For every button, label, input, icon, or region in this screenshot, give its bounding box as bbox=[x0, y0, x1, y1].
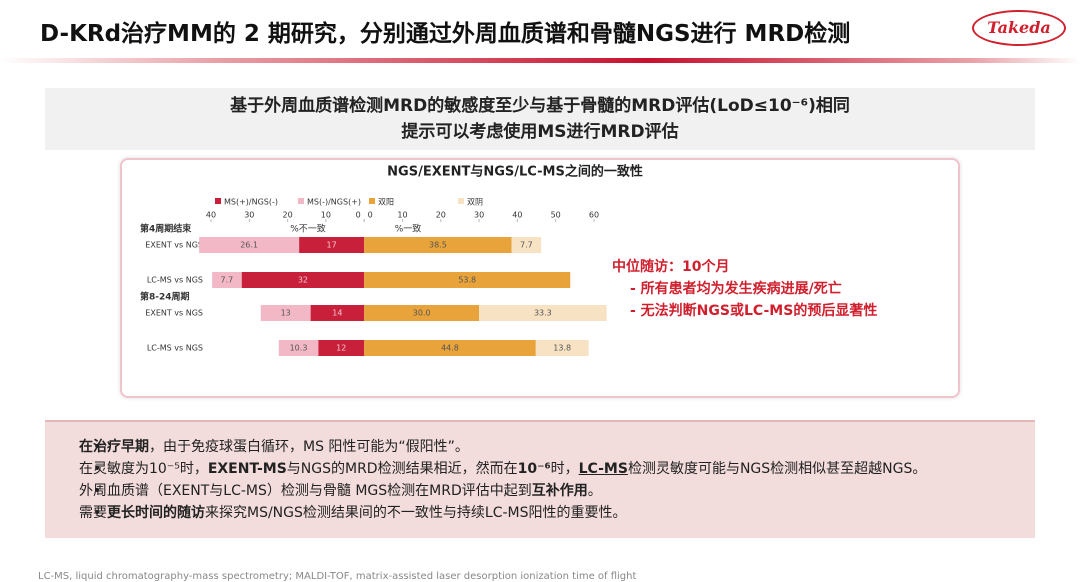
x-tick-label: 10 bbox=[321, 211, 331, 220]
bar-segment bbox=[310, 305, 365, 321]
legend-label: MS(+)/NGS(-) bbox=[224, 198, 278, 207]
bar-segment bbox=[364, 237, 512, 253]
chart: NGS/EXENT与NGS/LC-MS之间的一致性 40 30 20 10 0 0 10 20… bbox=[140, 164, 643, 356]
bullet-text: 外周血质谱（EXENT与LC-MS）检测与骨髓 MGS检测在MRD评估中起到 bbox=[79, 483, 532, 499]
bar-segment bbox=[299, 237, 365, 253]
bullet-text: 与NGS的MRD检测结果相近，然而在 bbox=[286, 461, 518, 477]
logo: Takeda bbox=[972, 10, 1066, 46]
bar-segment bbox=[479, 305, 607, 321]
footnote: LC-MS, liquid chromatography-mass spectr… bbox=[38, 571, 637, 582]
x-tick-label: 20 bbox=[283, 211, 293, 220]
bar-segment bbox=[260, 305, 311, 321]
y-tick-label: EXENT vs NGS bbox=[145, 309, 203, 318]
data-label: 32 bbox=[298, 276, 308, 285]
side-note: 中位随访：10个月 - 所有患者均为发生疾病进展/死亡 - 无法判断NGS或LC… bbox=[612, 256, 877, 322]
legend-swatch bbox=[215, 198, 221, 204]
y-tick-label: EXENT vs NGS bbox=[145, 241, 203, 250]
x-tick-label: 0 bbox=[368, 211, 373, 220]
data-label: 44.8 bbox=[441, 344, 459, 353]
bullet: 需要更长时间的随访来探究MS/NGS检测结果间的不一致性与持续LC-MS阳性的重… bbox=[79, 502, 1035, 524]
data-label: 17 bbox=[327, 241, 337, 250]
bar-segment bbox=[364, 272, 571, 288]
group-label: 第4周期结束 bbox=[140, 223, 192, 235]
data-label: 33.3 bbox=[534, 309, 552, 318]
legend-swatch bbox=[298, 198, 304, 204]
bar-segment bbox=[511, 237, 542, 253]
bar-segment bbox=[364, 305, 480, 321]
bar-segment bbox=[535, 340, 589, 356]
y-tick-label: LC-MS vs NGS bbox=[147, 344, 203, 353]
data-label: 30.0 bbox=[413, 309, 431, 318]
bullet-text: 更长时间的随访 bbox=[107, 505, 205, 521]
data-label: 14 bbox=[332, 309, 342, 318]
x-tick-label: 50 bbox=[551, 211, 561, 220]
divider bbox=[0, 58, 1080, 63]
data-label: 7.7 bbox=[520, 241, 533, 250]
bullet-text: ，由于免疫球蛋白循环，MS 阳性可能为“假阳性”。 bbox=[149, 439, 469, 455]
legend-label: MS(-)/NGS(+) bbox=[307, 198, 361, 207]
banner-line: 基于外周血质谱检测MRD的敏感度至少与基于骨髓的MRD评估(LoD≤10⁻⁶)相… bbox=[230, 96, 850, 116]
bullet: 在灵敏度为10⁻⁵时，EXENT-MS与NGS的MRD检测结果相近，然而在10⁻… bbox=[79, 458, 1035, 480]
legend-label: 双阴 bbox=[467, 198, 483, 207]
side-item: - 所有患者均为发生疾病进展/死亡 bbox=[630, 281, 842, 297]
data-label: 10.3 bbox=[290, 344, 308, 353]
bar-segment bbox=[364, 340, 536, 356]
side-heading: 中位随访：10个月 bbox=[612, 259, 730, 275]
data-label: 13.8 bbox=[553, 344, 571, 353]
bar-segment bbox=[212, 272, 242, 288]
data-label: 7.7 bbox=[221, 276, 234, 285]
bullet-text: LC-MS bbox=[578, 461, 628, 477]
data-label: 26.1 bbox=[240, 241, 258, 250]
data-label: 53.8 bbox=[458, 276, 476, 285]
bullet-text: 在治疗早期 bbox=[79, 439, 149, 455]
bar-segment bbox=[278, 340, 319, 356]
x-tick-label: 0 bbox=[356, 211, 361, 220]
x-tick-label: 30 bbox=[244, 211, 254, 220]
bar-segment bbox=[241, 272, 365, 288]
x-tick-label: 40 bbox=[206, 211, 216, 220]
side-item: - 无法判断NGS或LC-MS的预后显著性 bbox=[630, 303, 878, 319]
slide-title: D-KRd治疗MM的 2 期研究，分别通过外周血质谱和骨髓NGS进行 MRD检测 bbox=[40, 21, 851, 47]
x-tick-label: 40 bbox=[512, 211, 522, 220]
bullet-text: 10⁻⁶ bbox=[517, 461, 551, 477]
annotation: %不一致 bbox=[290, 223, 326, 235]
bullet-text: 在灵敏度为10⁻⁵时， bbox=[79, 461, 208, 477]
group-label: 第8-24周期 bbox=[140, 291, 190, 303]
bullet-text: 来探究MS/NGS检测结果间的不一致性与持续LC-MS阳性的重要性。 bbox=[205, 505, 627, 521]
bullet-text: EXENT-MS bbox=[207, 461, 287, 477]
banner-line: 提示可以考虑使用MS进行MRD评估 bbox=[401, 122, 679, 142]
data-label: 13 bbox=[281, 309, 291, 318]
bullet-text: 检测灵敏度可能与NGS检测相似甚至超越NGS。 bbox=[627, 461, 927, 477]
chart-title: NGS/EXENT与NGS/LC-MS之间的一致性 bbox=[387, 164, 643, 180]
bullet-box: 在治疗早期，由于免疫球蛋白循环，MS 阳性可能为“假阳性”。在灵敏度为10⁻⁵时… bbox=[45, 420, 1035, 538]
bar-segment bbox=[199, 237, 300, 253]
chart-frame bbox=[120, 158, 960, 398]
x-tick-label: 30 bbox=[474, 211, 484, 220]
bullet: 在治疗早期，由于免疫球蛋白循环，MS 阳性可能为“假阳性”。 bbox=[79, 436, 1035, 458]
y-tick-label: LC-MS vs NGS bbox=[147, 276, 203, 285]
annotation: %一致 bbox=[395, 223, 422, 235]
x-tick-label: 60 bbox=[589, 211, 599, 220]
x-tick-label: 10 bbox=[397, 211, 407, 220]
legend-label: 双阳 bbox=[378, 198, 394, 207]
bullet-text: 。 bbox=[587, 483, 602, 499]
bullet-text: 需要 bbox=[79, 505, 107, 521]
bullet: 外周血质谱（EXENT与LC-MS）检测与骨髓 MGS检测在MRD评估中起到互补… bbox=[79, 480, 1035, 502]
banner: 基于外周血质谱检测MRD的敏感度至少与基于骨髓的MRD评估(LoD≤10⁻⁶)相… bbox=[45, 88, 1035, 150]
data-label: 12 bbox=[336, 344, 346, 353]
legend-swatch bbox=[369, 198, 375, 204]
legend-swatch bbox=[458, 198, 464, 204]
data-label: 38.5 bbox=[429, 241, 447, 250]
x-tick-label: 20 bbox=[436, 211, 446, 220]
bullet-text: 互补作用 bbox=[531, 483, 588, 499]
bullet-text: 时， bbox=[550, 461, 579, 477]
bar-segment bbox=[318, 340, 365, 356]
